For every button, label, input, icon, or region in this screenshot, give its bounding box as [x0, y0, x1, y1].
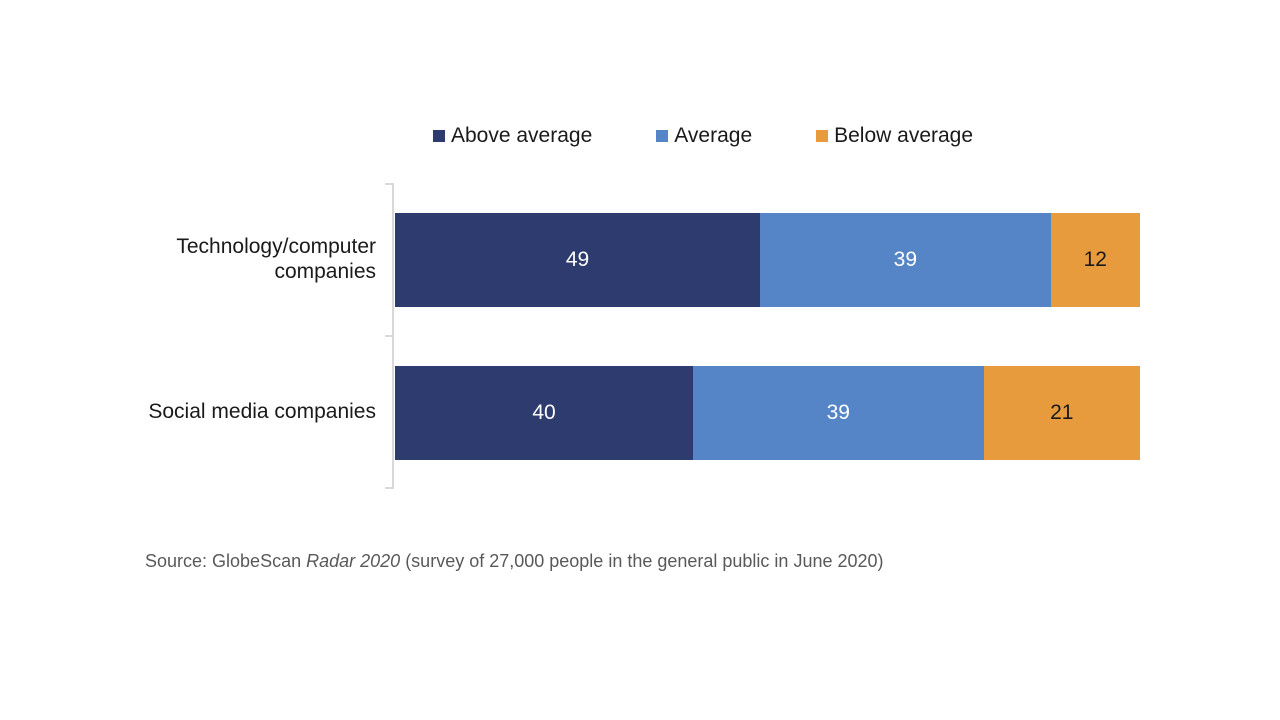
bar-segment: 12	[1050, 212, 1140, 307]
legend-swatch-icon	[433, 130, 445, 142]
chart-rows: Technology/computer companies 49 39 12 Socia…	[0, 183, 1140, 489]
bar-value-label: 39	[826, 400, 850, 424]
bar-segment: 40	[395, 365, 693, 460]
legend-label: Below average	[834, 124, 974, 147]
source-text: Source: GlobeScan	[145, 551, 307, 571]
bar-segment: 39	[693, 365, 984, 460]
axis-tick	[385, 487, 392, 489]
axis-tick	[385, 183, 392, 185]
legend-label: Average	[674, 124, 753, 147]
legend-swatch-icon	[656, 130, 669, 142]
legend-swatch-icon	[816, 130, 829, 142]
bar-value-label: 49	[565, 247, 590, 271]
source-text: (survey of 27,000 people in the general …	[400, 551, 884, 571]
bar-value-label: 40	[532, 400, 556, 424]
bar-segment: 49	[395, 212, 761, 307]
bar-value-label: 39	[893, 247, 917, 271]
axis-tick	[385, 335, 392, 337]
source-note: Source: GlobeScan Radar 2020 (survey of …	[145, 551, 884, 572]
legend-item: Above average	[433, 124, 592, 148]
category-label: Technology/computer companies	[176, 234, 376, 283]
category-label: Social media companies	[148, 400, 376, 424]
bar-value-label: 21	[1050, 400, 1074, 424]
legend-item: Average	[656, 124, 752, 148]
bar-track: 49 39 12	[395, 212, 1140, 307]
legend-label: Above average	[451, 124, 593, 147]
bar-segment: 21	[983, 365, 1140, 460]
chart-legend: Above average Average Below average	[433, 124, 973, 148]
bar-track: 40 39 21	[395, 365, 1140, 460]
category-axis	[385, 183, 394, 489]
bar-row: Social media companies 40 39 21	[0, 336, 1140, 489]
bar-segment: 39	[760, 212, 1051, 307]
bar-value-label: 12	[1083, 247, 1107, 271]
source-italic-text: Radar 2020	[306, 551, 401, 571]
legend-item: Below average	[816, 124, 973, 148]
bar-row: Technology/computer companies 49 39 12	[0, 183, 1140, 336]
